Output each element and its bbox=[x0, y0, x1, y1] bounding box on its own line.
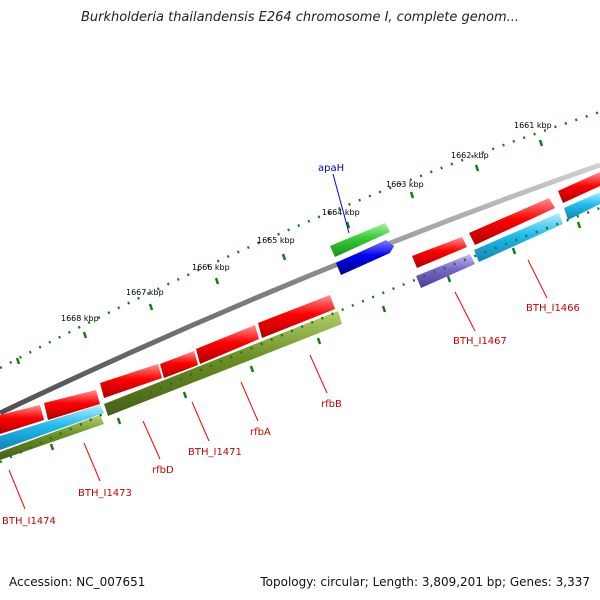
gene-purple[interactable] bbox=[416, 254, 475, 288]
scale-tick bbox=[446, 275, 452, 283]
gene-reverse[interactable] bbox=[160, 351, 198, 378]
leader-line bbox=[83, 442, 101, 482]
scale-tick bbox=[82, 331, 88, 339]
label-leaders bbox=[8, 173, 548, 510]
scale-tick bbox=[116, 417, 122, 425]
gene-reverse[interactable] bbox=[100, 364, 162, 398]
scale-tick bbox=[409, 191, 415, 199]
gene-cyan[interactable] bbox=[474, 213, 563, 262]
gene-forward[interactable] bbox=[412, 237, 467, 268]
scale-tick bbox=[511, 247, 517, 255]
scale-tick bbox=[381, 305, 387, 313]
gene-label[interactable]: rfbD bbox=[152, 465, 174, 476]
gene-olive[interactable] bbox=[0, 415, 104, 460]
gene-reverse[interactable] bbox=[196, 325, 259, 364]
leader-line bbox=[332, 173, 350, 234]
scale-tick bbox=[474, 164, 480, 172]
scale-tick bbox=[576, 221, 582, 229]
scale-tick bbox=[538, 139, 544, 147]
gene-label-apaH[interactable]: apaH bbox=[318, 163, 344, 174]
scale-tick bbox=[281, 253, 287, 261]
gene-cyan[interactable] bbox=[0, 405, 104, 450]
scale-label: 1666 kbp bbox=[192, 263, 230, 272]
scale-tick bbox=[214, 277, 220, 285]
gene-forward[interactable] bbox=[469, 198, 555, 245]
gene-label[interactable]: BTH_I1471 bbox=[188, 447, 242, 458]
scale-tick bbox=[148, 303, 154, 311]
inner-major-ticks bbox=[49, 221, 582, 451]
gene-reverse[interactable] bbox=[258, 295, 335, 338]
scale-tick bbox=[15, 357, 21, 365]
leader-line bbox=[454, 291, 476, 332]
gene-blue[interactable] bbox=[336, 240, 394, 275]
gene-apaH[interactable] bbox=[330, 223, 390, 257]
chromosome-backbone bbox=[0, 162, 600, 416]
gene-olive[interactable] bbox=[104, 311, 342, 416]
map-title: Burkholderia thailandensis E264 chromoso… bbox=[80, 10, 520, 25]
scale-tick bbox=[345, 221, 351, 229]
leader-line bbox=[142, 420, 161, 460]
gene-label[interactable]: rfbB bbox=[321, 399, 342, 410]
scale-tick bbox=[182, 391, 188, 399]
gene-forward[interactable] bbox=[558, 172, 600, 203]
scale-tick bbox=[49, 443, 55, 451]
gene-label[interactable]: BTH_I1467 bbox=[453, 336, 507, 347]
scale-label: 1664 kbp bbox=[322, 208, 360, 217]
gene-label[interactable]: BTH_I1473 bbox=[78, 488, 132, 499]
scale-label: 1661 kbp bbox=[514, 121, 552, 130]
leader-line bbox=[309, 354, 328, 394]
genome-summary-text: Topology: circular; Length: 3,809,201 bp… bbox=[260, 575, 590, 589]
leader-line bbox=[8, 469, 26, 510]
scale-track-inner bbox=[0, 206, 600, 464]
scale-label: 1665 kbp bbox=[257, 236, 295, 245]
gene-cyan[interactable] bbox=[564, 192, 600, 220]
gene-label[interactable]: BTH_I1474 bbox=[2, 516, 56, 527]
scale-tick bbox=[316, 337, 322, 345]
scale-major-ticks bbox=[15, 139, 544, 365]
scale-label: 1662 kbp bbox=[451, 151, 489, 160]
leader-line bbox=[191, 401, 210, 442]
gene-label[interactable]: BTH_I1466 bbox=[526, 303, 580, 314]
gene-label[interactable]: rfbA bbox=[250, 427, 271, 438]
accession-text: Accession: NC_007651 bbox=[9, 575, 146, 589]
scale-tick bbox=[249, 365, 255, 373]
scale-label: 1667 kbp bbox=[126, 288, 164, 297]
scale-label: 1668 kbp bbox=[61, 314, 99, 323]
gene-reverse[interactable] bbox=[0, 405, 44, 434]
leader-line bbox=[240, 381, 259, 422]
gene-reverse[interactable] bbox=[44, 390, 100, 420]
leader-line bbox=[527, 259, 548, 299]
scale-label: 1663 kbp bbox=[386, 180, 424, 189]
